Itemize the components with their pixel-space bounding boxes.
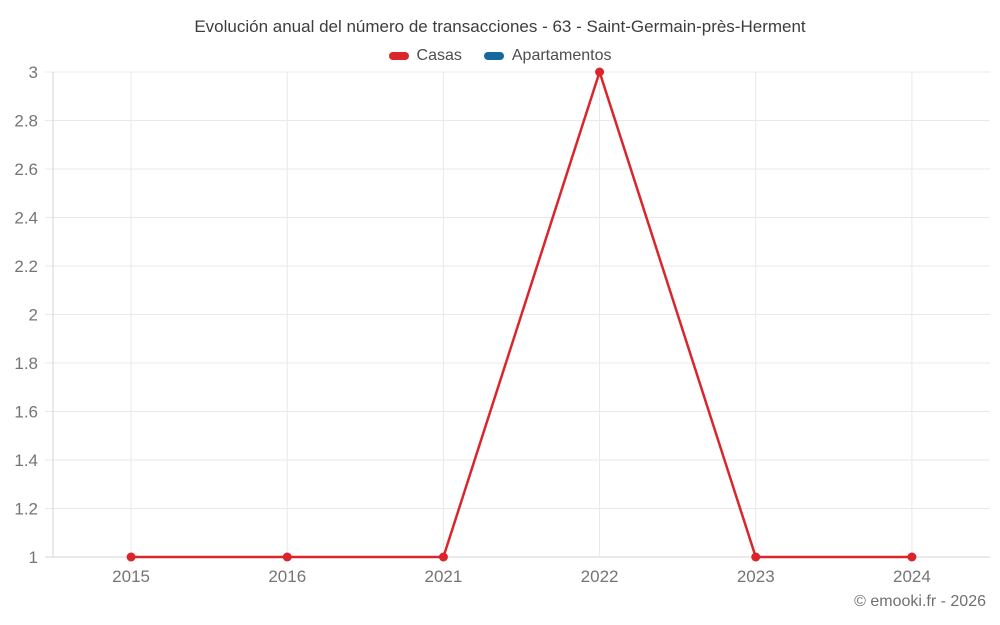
y-tick-label: 1.8 — [14, 354, 38, 373]
legend-swatch-casas-icon — [388, 52, 409, 60]
data-point-marker[interactable] — [282, 552, 292, 562]
legend: Casas Apartamentos — [0, 47, 1000, 65]
y-axis-labels: 1 1.2 1.4 1.6 1.8 2 2.2 2.4 2.6 2.8 3 — [14, 63, 38, 567]
x-tick-label: 2023 — [737, 567, 775, 586]
legend-label-casas: Casas — [416, 47, 462, 64]
legend-item-apartamentos[interactable]: Apartamentos — [483, 47, 612, 65]
data-point-marker[interactable] — [751, 552, 761, 562]
legend-label-apartamentos: Apartamentos — [511, 47, 612, 64]
x-tick-label: 2016 — [268, 567, 306, 586]
series-casas[interactable] — [126, 67, 917, 562]
legend-item-casas[interactable]: Casas — [388, 47, 462, 65]
x-tick-label: 2021 — [425, 567, 463, 586]
data-point-marker[interactable] — [126, 552, 136, 562]
legend-swatch-apartamentos-icon — [483, 52, 504, 60]
gridlines — [45, 71, 990, 558]
series-line[interactable] — [129, 70, 914, 559]
chart-title: Evolución anual del número de transaccio… — [194, 17, 806, 36]
data-point-marker[interactable] — [438, 552, 448, 562]
y-tick-label: 2 — [29, 305, 38, 324]
y-tick-label: 1 — [29, 548, 38, 567]
y-tick-label: 3 — [29, 63, 38, 82]
y-tick-label: 2.8 — [14, 111, 38, 130]
y-tick-label: 2.2 — [14, 257, 38, 276]
data-point-marker[interactable] — [907, 552, 917, 562]
x-axis-labels: 2015 2016 2021 2022 2023 2024 — [112, 567, 931, 586]
y-tick-label: 2.4 — [14, 208, 38, 227]
x-tick-label: 2022 — [581, 567, 619, 586]
x-tick-label: 2015 — [112, 567, 150, 586]
copyright-text: © emooki.fr - 2026 — [854, 593, 986, 610]
y-tick-label: 1.2 — [14, 499, 38, 518]
y-tick-label: 1.4 — [14, 451, 38, 470]
data-point-marker[interactable] — [595, 67, 605, 77]
y-tick-label: 2.6 — [14, 160, 38, 179]
x-tick-label: 2024 — [893, 567, 931, 586]
y-tick-label: 1.6 — [14, 402, 38, 421]
